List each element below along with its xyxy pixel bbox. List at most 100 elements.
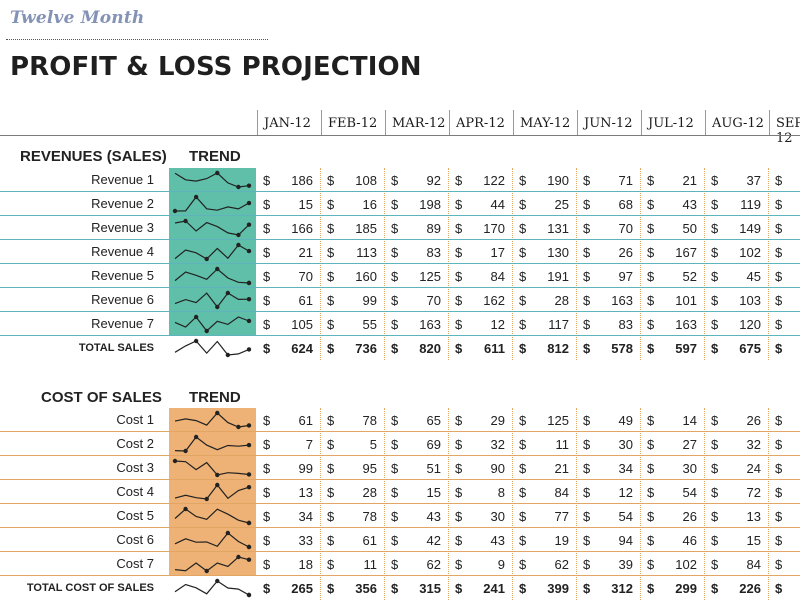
total-cell[interactable]: 611 <box>484 341 505 356</box>
data-cell[interactable]: 54 <box>618 509 633 524</box>
month-header-aug-12[interactable]: AUG-12 <box>712 116 764 131</box>
data-cell[interactable]: 30 <box>490 509 505 524</box>
total-cell[interactable]: 675 <box>739 341 761 356</box>
data-cell[interactable]: 11 <box>363 557 378 572</box>
data-cell[interactable]: 32 <box>746 437 761 452</box>
month-header-jan-12[interactable]: JAN-12 <box>264 116 311 131</box>
data-cell[interactable]: 13 <box>746 509 761 524</box>
total-cell[interactable]: 820 <box>419 341 441 356</box>
month-header-jun-12[interactable]: JUN-12 <box>584 116 633 131</box>
data-cell[interactable]: 30 <box>618 437 633 452</box>
data-cell[interactable]: 69 <box>426 437 441 452</box>
data-cell[interactable]: 186 <box>291 173 313 188</box>
data-cell[interactable]: 39 <box>618 557 633 572</box>
data-cell[interactable]: 130 <box>547 245 569 260</box>
total-cell[interactable]: 241 <box>483 581 505 596</box>
data-cell[interactable]: 43 <box>490 533 505 548</box>
data-cell[interactable]: 27 <box>682 437 697 452</box>
data-cell[interactable]: 11 <box>555 437 570 452</box>
data-cell[interactable]: 7 <box>305 437 313 452</box>
data-cell[interactable]: 163 <box>611 293 633 308</box>
data-cell[interactable]: 185 <box>355 221 377 236</box>
month-header-jul-12[interactable]: JUL-12 <box>648 116 694 131</box>
data-cell[interactable]: 89 <box>426 221 441 236</box>
total-cell[interactable]: 597 <box>675 341 697 356</box>
data-cell[interactable]: 14 <box>682 413 697 428</box>
data-cell[interactable]: 42 <box>426 533 441 548</box>
data-cell[interactable]: 90 <box>490 461 505 476</box>
data-cell[interactable]: 5 <box>369 437 377 452</box>
data-cell[interactable]: 15 <box>746 533 761 548</box>
data-cell[interactable]: 84 <box>554 485 569 500</box>
data-cell[interactable]: 68 <box>618 197 633 212</box>
data-cell[interactable]: 160 <box>355 269 377 284</box>
data-cell[interactable]: 32 <box>490 437 505 452</box>
data-cell[interactable]: 26 <box>682 509 697 524</box>
data-cell[interactable]: 84 <box>746 557 761 572</box>
data-cell[interactable]: 198 <box>419 197 441 212</box>
total-cell[interactable]: 226 <box>739 581 761 596</box>
total-cell[interactable]: 299 <box>675 581 697 596</box>
data-cell[interactable]: 43 <box>682 197 697 212</box>
data-cell[interactable]: 44 <box>490 197 505 212</box>
data-cell[interactable]: 166 <box>291 221 313 236</box>
data-cell[interactable]: 55 <box>362 317 377 332</box>
month-header-apr-12[interactable]: APR-12 <box>456 116 505 131</box>
data-cell[interactable]: 102 <box>675 557 697 572</box>
data-cell[interactable]: 62 <box>554 557 569 572</box>
data-cell[interactable]: 16 <box>362 197 377 212</box>
data-cell[interactable]: 18 <box>298 557 313 572</box>
data-cell[interactable]: 52 <box>682 269 697 284</box>
total-cell[interactable]: 624 <box>291 341 313 356</box>
data-cell[interactable]: 62 <box>426 557 441 572</box>
data-cell[interactable]: 72 <box>746 485 761 500</box>
data-cell[interactable]: 15 <box>426 485 441 500</box>
data-cell[interactable]: 78 <box>362 509 377 524</box>
data-cell[interactable]: 61 <box>298 413 313 428</box>
data-cell[interactable]: 61 <box>362 533 377 548</box>
data-cell[interactable]: 83 <box>618 317 633 332</box>
total-cell[interactable]: 356 <box>355 581 377 596</box>
total-cell[interactable]: 312 <box>611 581 633 596</box>
data-cell[interactable]: 113 <box>356 245 377 260</box>
data-cell[interactable]: 37 <box>746 173 761 188</box>
data-cell[interactable]: 54 <box>682 485 697 500</box>
data-cell[interactable]: 97 <box>618 269 633 284</box>
data-cell[interactable]: 162 <box>483 293 505 308</box>
data-cell[interactable]: 29 <box>490 413 505 428</box>
data-cell[interactable]: 122 <box>483 173 505 188</box>
data-cell[interactable]: 43 <box>426 509 441 524</box>
data-cell[interactable]: 125 <box>419 269 441 284</box>
data-cell[interactable]: 46 <box>682 533 697 548</box>
data-cell[interactable]: 84 <box>490 269 505 284</box>
total-cell[interactable]: 265 <box>291 581 313 596</box>
data-cell[interactable]: 19 <box>554 533 569 548</box>
data-cell[interactable]: 70 <box>298 269 313 284</box>
total-cell[interactable]: 578 <box>611 341 633 356</box>
data-cell[interactable]: 30 <box>682 461 697 476</box>
data-cell[interactable]: 34 <box>298 509 313 524</box>
data-cell[interactable]: 191 <box>547 269 569 284</box>
data-cell[interactable]: 190 <box>547 173 569 188</box>
data-cell[interactable]: 25 <box>554 197 569 212</box>
month-header-sep-12[interactable]: SEP-12 <box>776 116 800 146</box>
data-cell[interactable]: 13 <box>298 485 313 500</box>
data-cell[interactable]: 50 <box>682 221 697 236</box>
data-cell[interactable]: 167 <box>675 245 697 260</box>
data-cell[interactable]: 45 <box>746 269 761 284</box>
data-cell[interactable]: 9 <box>497 557 505 572</box>
data-cell[interactable]: 61 <box>298 293 313 308</box>
data-cell[interactable]: 33 <box>298 533 313 548</box>
data-cell[interactable]: 101 <box>675 293 697 308</box>
data-cell[interactable]: 21 <box>554 461 569 476</box>
month-header-may-12[interactable]: MAY-12 <box>520 116 571 131</box>
data-cell[interactable]: 28 <box>362 485 377 500</box>
data-cell[interactable]: 70 <box>426 293 441 308</box>
data-cell[interactable]: 163 <box>675 317 697 332</box>
data-cell[interactable]: 170 <box>483 221 505 236</box>
data-cell[interactable]: 26 <box>618 245 633 260</box>
data-cell[interactable]: 34 <box>618 461 633 476</box>
data-cell[interactable]: 12 <box>490 317 505 332</box>
data-cell[interactable]: 99 <box>298 461 313 476</box>
data-cell[interactable]: 95 <box>362 461 377 476</box>
